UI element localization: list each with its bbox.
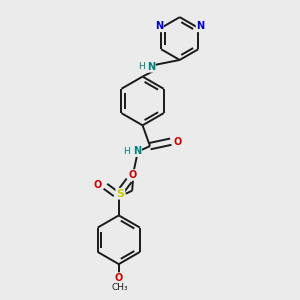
Text: O: O: [128, 170, 136, 180]
Text: O: O: [173, 137, 182, 147]
Text: N: N: [133, 146, 141, 156]
Text: S: S: [116, 189, 124, 199]
Text: H: H: [138, 62, 145, 71]
Text: N: N: [155, 21, 163, 32]
Text: N: N: [147, 62, 155, 72]
Text: O: O: [93, 180, 101, 190]
Text: H: H: [123, 147, 130, 156]
Text: O: O: [115, 273, 123, 283]
Text: N: N: [196, 21, 205, 32]
Text: CH₃: CH₃: [112, 284, 129, 292]
